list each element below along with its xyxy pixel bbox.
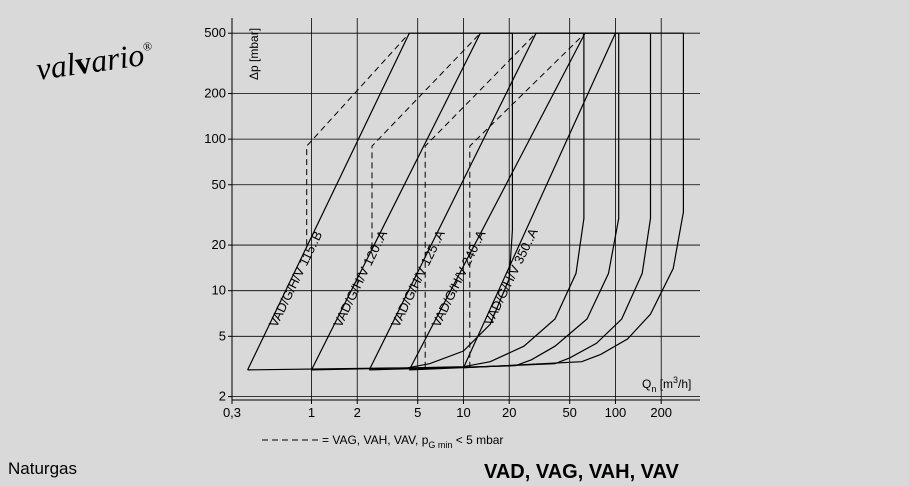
x-tick-label: 200 (650, 405, 672, 420)
x-tick-label: 20 (502, 405, 516, 420)
label-part: Q (642, 377, 651, 391)
logo-part: val (34, 46, 78, 87)
x-tick-label: 1 (308, 405, 315, 420)
series-line (368, 32, 620, 371)
y-tick-label: 5 (219, 328, 226, 343)
label-part: n (651, 384, 656, 394)
x-tick-label: 0,3 (223, 405, 241, 420)
dashed-line (424, 32, 537, 368)
series-line (247, 32, 513, 371)
x-axis-label: Qn [m3/h] (642, 375, 691, 394)
dashed-line (306, 32, 410, 246)
footer-right: VAD, VAG, VAH, VAV (484, 461, 679, 483)
y-tick-label: 2 (219, 389, 226, 404)
logo-part: v (73, 44, 94, 82)
label-part: [m (656, 377, 673, 391)
x-tick-label: 100 (605, 405, 627, 420)
dashed-line (469, 32, 586, 368)
legend-part: < 5 mbar (452, 433, 503, 447)
legend-note: = VAG, VAH, VAV, pG min < 5 mbar (322, 433, 503, 450)
label-part: /h] (678, 377, 691, 391)
dashed-line (371, 32, 481, 249)
y-tick-label: 50 (212, 177, 226, 192)
legend-part: G min (428, 440, 452, 450)
label-part: 3 (673, 375, 678, 385)
y-tick-label: 500 (204, 25, 226, 40)
y-axis-label: Δp [mbar] (247, 28, 261, 80)
x-tick-label: 5 (414, 405, 421, 420)
y-tick-label: 20 (212, 237, 226, 252)
y-tick-label: 10 (212, 283, 226, 298)
legend-part: = VAG, VAH, VAV, p (322, 433, 429, 447)
series-line (310, 32, 585, 371)
x-tick-label: 10 (456, 405, 470, 420)
logo-part: ® (142, 39, 153, 54)
series-line (462, 32, 684, 369)
logo: valvario® (34, 35, 155, 87)
x-tick-label: 50 (562, 405, 576, 420)
footer-left: Naturgas (8, 459, 77, 478)
y-tick-label: 100 (204, 131, 226, 146)
x-tick-label: 2 (354, 405, 361, 420)
y-tick-label: 200 (204, 86, 226, 101)
logo-part: ario (89, 36, 147, 79)
